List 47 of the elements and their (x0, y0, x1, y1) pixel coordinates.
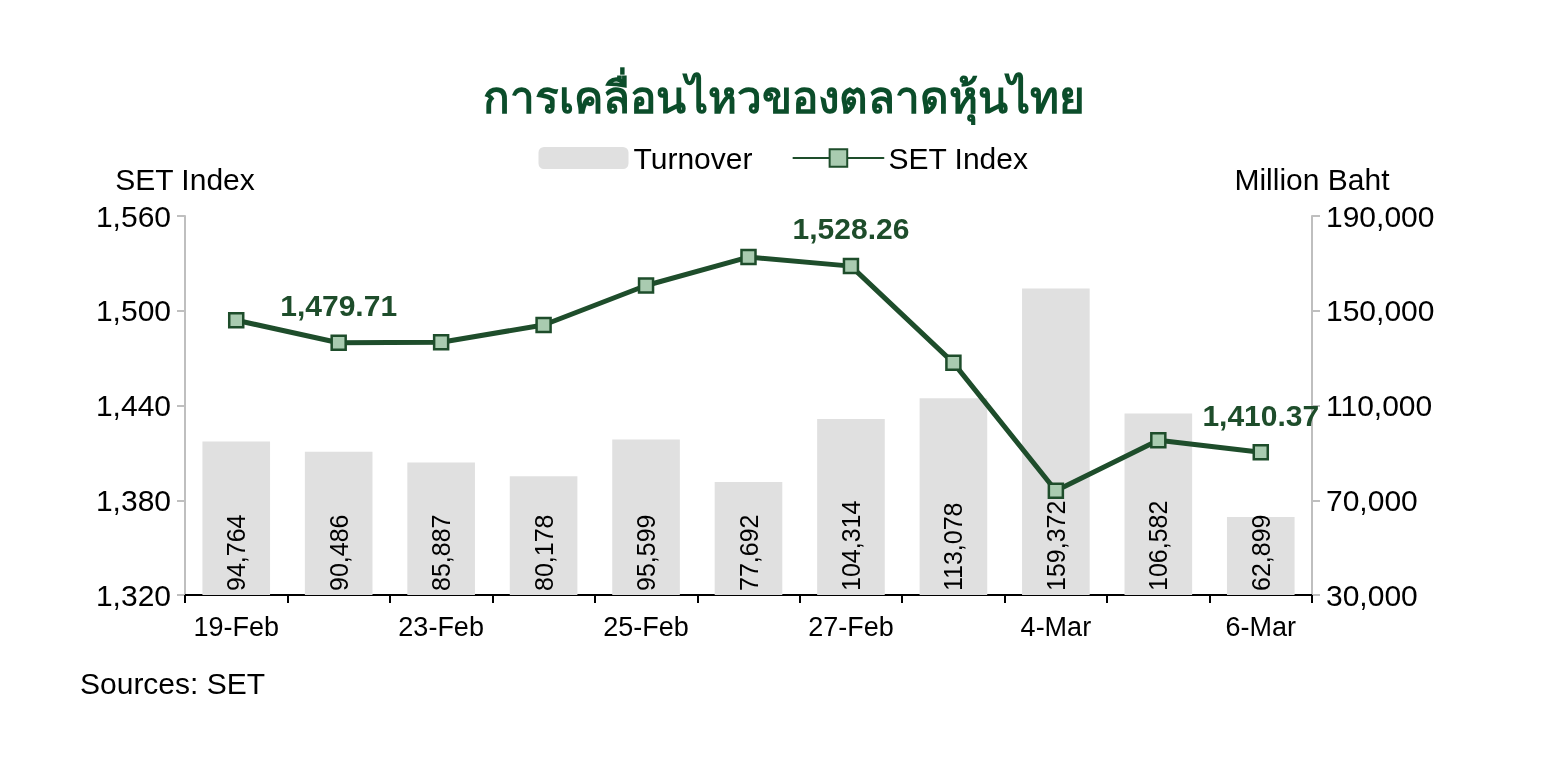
y-tick-label: 1,380 (95, 483, 171, 517)
x-tick-label: 23-Feb (398, 611, 484, 642)
data-label: 1,528.26 (792, 212, 910, 246)
y-tick-label: 1,320 (95, 578, 171, 612)
data-label: 77,692 (734, 514, 763, 591)
data-label: 104,314 (836, 500, 865, 591)
point (1252, 444, 1270, 461)
point (227, 311, 245, 329)
data-label: 106,582 (1144, 500, 1173, 591)
y2-axis-title: Million Baht (1234, 162, 1391, 196)
x-tick-label: 25-Feb (603, 611, 689, 642)
data-label: 95,599 (632, 514, 661, 591)
x-tick-label: 27-Feb (808, 611, 894, 642)
data-label: 1,410.37 (1202, 398, 1320, 432)
data-label: 85,887 (427, 514, 456, 591)
data-label: 94,764 (222, 514, 251, 591)
y-tick-label: 1,440 (95, 389, 171, 422)
y2-tick-label: 110,000 (1326, 389, 1433, 422)
data-label: 159,372 (1041, 500, 1070, 591)
point (945, 354, 962, 372)
y2-tick-label: 150,000 (1326, 294, 1435, 328)
x-tick-label: 4-Mar (1020, 611, 1092, 642)
point (330, 334, 347, 352)
data-label: 1,479.71 (280, 289, 398, 323)
source-note: Sources: SET (80, 666, 266, 700)
y2-tick-label: 30,000 (1326, 578, 1418, 612)
point (1150, 431, 1167, 449)
point (432, 334, 450, 351)
data-label: 62,899 (1246, 514, 1275, 591)
point (740, 248, 757, 266)
data-label: 90,486 (324, 514, 353, 591)
data-label: 113,078 (939, 502, 968, 591)
chart-title: การเคลื่อนไหวของตลาดหุ้นไทย (482, 66, 1085, 126)
y-axis-title: SET Index (115, 162, 255, 196)
y2-tick-label: 70,000 (1326, 483, 1418, 517)
y-tick-label: 1,500 (95, 294, 171, 328)
legend-label: SET Index (888, 141, 1028, 175)
legend-label: Turnover (633, 141, 753, 175)
x-tick-label: 19-Feb (193, 611, 280, 642)
y-tick-label: 1,560 (95, 199, 171, 233)
y2-tick-label: 190,000 (1326, 199, 1435, 233)
data-label: 80,178 (529, 514, 558, 591)
point (535, 316, 552, 334)
point (637, 277, 655, 294)
x-tick-label: 6-Mar (1225, 611, 1297, 642)
point (1047, 482, 1065, 500)
point (842, 257, 860, 275)
